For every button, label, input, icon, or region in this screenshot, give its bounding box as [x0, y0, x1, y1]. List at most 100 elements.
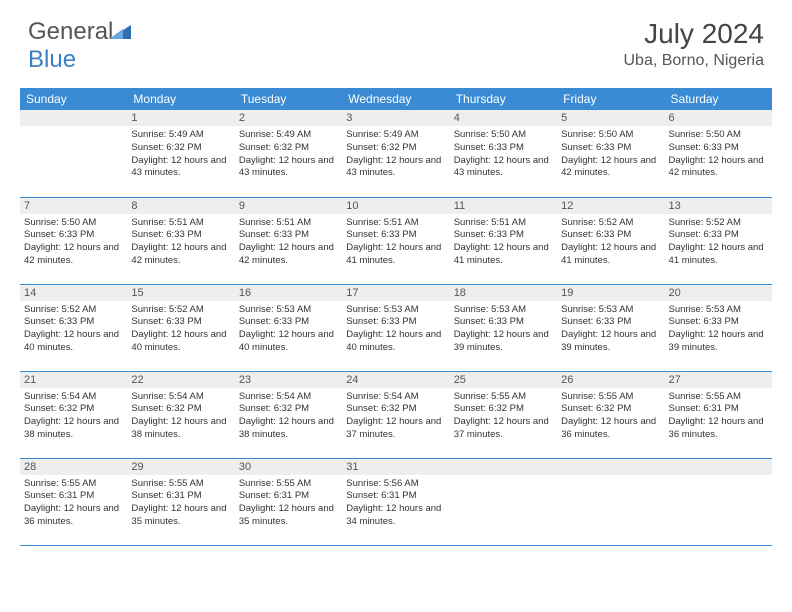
- day-number: [557, 459, 664, 475]
- sunrise-text: Sunrise: 5:50 AM: [669, 129, 768, 142]
- calendar-cell: 6Sunrise: 5:50 AMSunset: 6:33 PMDaylight…: [665, 110, 772, 197]
- weekday-header: Thursday: [450, 88, 557, 110]
- daylight-text: Daylight: 12 hours and 41 minutes.: [454, 242, 553, 268]
- sunset-text: Sunset: 6:33 PM: [239, 229, 338, 242]
- daylight-text: Daylight: 12 hours and 40 minutes.: [131, 329, 230, 355]
- daylight-text: Daylight: 12 hours and 42 minutes.: [24, 242, 123, 268]
- daylight-text: Daylight: 12 hours and 43 minutes.: [454, 155, 553, 181]
- day-content: Sunrise: 5:50 AMSunset: 6:33 PMDaylight:…: [20, 214, 127, 270]
- day-number: 1: [127, 110, 234, 126]
- daylight-text: Daylight: 12 hours and 38 minutes.: [131, 416, 230, 442]
- sunrise-text: Sunrise: 5:52 AM: [131, 304, 230, 317]
- sunrise-text: Sunrise: 5:56 AM: [346, 478, 445, 491]
- sunset-text: Sunset: 6:33 PM: [454, 229, 553, 242]
- sunset-text: Sunset: 6:32 PM: [131, 142, 230, 155]
- brand-name: General Blue: [28, 18, 131, 74]
- daylight-text: Daylight: 12 hours and 41 minutes.: [561, 242, 660, 268]
- sunrise-text: Sunrise: 5:54 AM: [239, 391, 338, 404]
- calendar-cell: 28Sunrise: 5:55 AMSunset: 6:31 PMDayligh…: [20, 458, 127, 545]
- sunset-text: Sunset: 6:32 PM: [131, 403, 230, 416]
- daylight-text: Daylight: 12 hours and 43 minutes.: [239, 155, 338, 181]
- sunset-text: Sunset: 6:33 PM: [454, 316, 553, 329]
- weekday-header: Tuesday: [235, 88, 342, 110]
- weekday-header: Sunday: [20, 88, 127, 110]
- day-content: Sunrise: 5:53 AMSunset: 6:33 PMDaylight:…: [665, 301, 772, 357]
- sunset-text: Sunset: 6:32 PM: [239, 403, 338, 416]
- calendar-cell: 27Sunrise: 5:55 AMSunset: 6:31 PMDayligh…: [665, 371, 772, 458]
- calendar-cell: 9Sunrise: 5:51 AMSunset: 6:33 PMDaylight…: [235, 197, 342, 284]
- day-number: 8: [127, 198, 234, 214]
- title-block: July 2024 Uba, Borno, Nigeria: [623, 18, 764, 70]
- sunset-text: Sunset: 6:33 PM: [24, 316, 123, 329]
- calendar-cell: 15Sunrise: 5:52 AMSunset: 6:33 PMDayligh…: [127, 284, 234, 371]
- sunrise-text: Sunrise: 5:52 AM: [669, 217, 768, 230]
- day-number: 14: [20, 285, 127, 301]
- day-number: 15: [127, 285, 234, 301]
- weekday-header: Wednesday: [342, 88, 449, 110]
- day-content: Sunrise: 5:51 AMSunset: 6:33 PMDaylight:…: [450, 214, 557, 270]
- calendar-cell: 23Sunrise: 5:54 AMSunset: 6:32 PMDayligh…: [235, 371, 342, 458]
- sunset-text: Sunset: 6:32 PM: [454, 403, 553, 416]
- sunrise-text: Sunrise: 5:53 AM: [346, 304, 445, 317]
- sunset-text: Sunset: 6:33 PM: [669, 316, 768, 329]
- day-number: 29: [127, 459, 234, 475]
- sunrise-text: Sunrise: 5:54 AM: [24, 391, 123, 404]
- sunset-text: Sunset: 6:31 PM: [24, 490, 123, 503]
- sunset-text: Sunset: 6:31 PM: [131, 490, 230, 503]
- sunrise-text: Sunrise: 5:52 AM: [24, 304, 123, 317]
- sunset-text: Sunset: 6:33 PM: [561, 316, 660, 329]
- day-content: Sunrise: 5:49 AMSunset: 6:32 PMDaylight:…: [127, 126, 234, 182]
- calendar-cell: 17Sunrise: 5:53 AMSunset: 6:33 PMDayligh…: [342, 284, 449, 371]
- daylight-text: Daylight: 12 hours and 42 minutes.: [131, 242, 230, 268]
- calendar-cell: 8Sunrise: 5:51 AMSunset: 6:33 PMDaylight…: [127, 197, 234, 284]
- sunrise-text: Sunrise: 5:49 AM: [131, 129, 230, 142]
- day-number: 11: [450, 198, 557, 214]
- weekday-header: Monday: [127, 88, 234, 110]
- calendar-table: SundayMondayTuesdayWednesdayThursdayFrid…: [20, 88, 772, 546]
- daylight-text: Daylight: 12 hours and 41 minutes.: [669, 242, 768, 268]
- day-number: 18: [450, 285, 557, 301]
- calendar-cell: 10Sunrise: 5:51 AMSunset: 6:33 PMDayligh…: [342, 197, 449, 284]
- day-number: [450, 459, 557, 475]
- sunset-text: Sunset: 6:31 PM: [239, 490, 338, 503]
- sunset-text: Sunset: 6:33 PM: [561, 229, 660, 242]
- calendar-cell: [557, 458, 664, 545]
- calendar-week-row: 1Sunrise: 5:49 AMSunset: 6:32 PMDaylight…: [20, 110, 772, 197]
- calendar-cell: 19Sunrise: 5:53 AMSunset: 6:33 PMDayligh…: [557, 284, 664, 371]
- sunset-text: Sunset: 6:33 PM: [346, 316, 445, 329]
- day-content: Sunrise: 5:49 AMSunset: 6:32 PMDaylight:…: [342, 126, 449, 182]
- daylight-text: Daylight: 12 hours and 40 minutes.: [346, 329, 445, 355]
- day-number: 28: [20, 459, 127, 475]
- calendar-cell: 21Sunrise: 5:54 AMSunset: 6:32 PMDayligh…: [20, 371, 127, 458]
- sunset-text: Sunset: 6:33 PM: [131, 316, 230, 329]
- sunrise-text: Sunrise: 5:55 AM: [669, 391, 768, 404]
- sunrise-text: Sunrise: 5:53 AM: [669, 304, 768, 317]
- day-content: Sunrise: 5:55 AMSunset: 6:31 PMDaylight:…: [20, 475, 127, 531]
- daylight-text: Daylight: 12 hours and 36 minutes.: [669, 416, 768, 442]
- sunrise-text: Sunrise: 5:52 AM: [561, 217, 660, 230]
- calendar-cell: 24Sunrise: 5:54 AMSunset: 6:32 PMDayligh…: [342, 371, 449, 458]
- calendar-cell: 30Sunrise: 5:55 AMSunset: 6:31 PMDayligh…: [235, 458, 342, 545]
- sunrise-text: Sunrise: 5:49 AM: [239, 129, 338, 142]
- calendar-cell: [665, 458, 772, 545]
- brand-logo: General Blue: [28, 18, 131, 74]
- sunrise-text: Sunrise: 5:55 AM: [561, 391, 660, 404]
- day-content: Sunrise: 5:54 AMSunset: 6:32 PMDaylight:…: [235, 388, 342, 444]
- daylight-text: Daylight: 12 hours and 41 minutes.: [346, 242, 445, 268]
- day-number: 22: [127, 372, 234, 388]
- sunset-text: Sunset: 6:33 PM: [561, 142, 660, 155]
- day-content: Sunrise: 5:52 AMSunset: 6:33 PMDaylight:…: [127, 301, 234, 357]
- daylight-text: Daylight: 12 hours and 37 minutes.: [346, 416, 445, 442]
- calendar-cell: 2Sunrise: 5:49 AMSunset: 6:32 PMDaylight…: [235, 110, 342, 197]
- calendar-cell: 29Sunrise: 5:55 AMSunset: 6:31 PMDayligh…: [127, 458, 234, 545]
- calendar-cell: [450, 458, 557, 545]
- location-label: Uba, Borno, Nigeria: [623, 52, 764, 70]
- daylight-text: Daylight: 12 hours and 42 minutes.: [239, 242, 338, 268]
- daylight-text: Daylight: 12 hours and 39 minutes.: [561, 329, 660, 355]
- sunset-text: Sunset: 6:33 PM: [346, 229, 445, 242]
- day-number: 26: [557, 372, 664, 388]
- day-number: 3: [342, 110, 449, 126]
- month-title: July 2024: [623, 18, 764, 50]
- brand-part2: Blue: [28, 46, 76, 73]
- day-number: 5: [557, 110, 664, 126]
